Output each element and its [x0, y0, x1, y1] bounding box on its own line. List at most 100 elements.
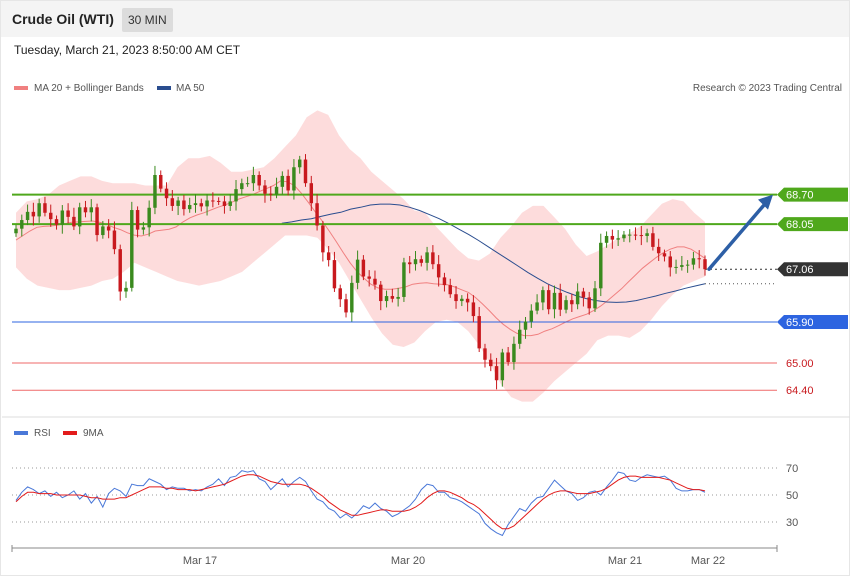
candle	[37, 198, 41, 223]
candle-body	[187, 205, 192, 210]
candle	[674, 259, 678, 274]
candle	[518, 320, 522, 349]
candle	[419, 255, 424, 267]
candlesticks	[14, 154, 707, 390]
candle-body	[332, 260, 337, 289]
candle-body	[135, 210, 140, 230]
interval-badge[interactable]: 30 MIN	[122, 8, 173, 32]
candle-body	[164, 188, 169, 199]
candle-body	[668, 256, 672, 268]
candle-body	[552, 292, 557, 310]
candle	[442, 272, 447, 292]
candle-body	[396, 296, 400, 299]
candle	[176, 196, 180, 216]
candle-body	[373, 278, 377, 285]
candle	[471, 295, 476, 323]
candle-body	[685, 264, 690, 266]
credit-text: Research © 2023 Trading Central	[693, 83, 842, 94]
level-label-64-40: 64.40	[786, 385, 814, 397]
rsi-panel: 70 50 30	[12, 463, 798, 537]
price-levels	[12, 193, 777, 391]
candle-body	[344, 299, 348, 313]
candle	[639, 225, 644, 246]
candle-body	[315, 203, 319, 226]
candle	[193, 194, 198, 213]
candle-body	[211, 200, 215, 202]
candle	[355, 250, 360, 290]
rsi-tick-label-30: 30	[786, 517, 798, 529]
candle	[523, 316, 528, 339]
candle	[529, 304, 534, 328]
candle-body	[25, 211, 30, 221]
candle-body	[95, 207, 99, 236]
candle	[297, 155, 302, 174]
candle	[564, 295, 568, 314]
candle-body	[483, 348, 487, 360]
candle	[622, 230, 626, 242]
candle-body	[274, 186, 279, 195]
candle-body	[477, 316, 481, 349]
instrument-title: Crude Oil (WTI)	[12, 11, 114, 27]
candle-body	[616, 238, 620, 240]
rsi-legend: RSI 9MA	[14, 428, 104, 439]
candle	[309, 175, 314, 211]
candle	[390, 288, 395, 303]
candle	[454, 286, 458, 309]
candle-body	[436, 264, 441, 278]
candle-body	[413, 259, 418, 265]
candle-body	[240, 183, 244, 190]
candle-body	[639, 235, 644, 237]
candle-body	[506, 352, 510, 363]
candle	[431, 245, 435, 270]
x-tick-label-mar-21: Mar 21	[608, 555, 642, 567]
candle-body	[361, 259, 366, 277]
candle	[83, 200, 88, 218]
candle	[89, 199, 93, 222]
candle-body	[199, 203, 203, 207]
candle-body	[286, 175, 290, 191]
candle	[460, 295, 464, 307]
candle-body	[83, 207, 88, 213]
legend-label-ma50: MA 50	[176, 83, 205, 94]
candle-body	[662, 253, 667, 257]
legend-swatch-ma20	[14, 86, 28, 90]
level-labels: 68.70 68.05 67.06 65.90 65.00 64.40	[777, 187, 848, 397]
candle-body	[656, 246, 661, 254]
candle	[211, 192, 215, 208]
candle	[604, 231, 609, 248]
candle-body	[431, 252, 435, 265]
rsi-ma-line	[15, 474, 706, 530]
candle-body	[419, 259, 424, 263]
candle	[535, 294, 539, 315]
candle	[315, 194, 319, 231]
candle-body	[471, 302, 476, 317]
candle	[182, 195, 186, 216]
candle	[25, 204, 30, 226]
legend-label-rsi: RSI	[34, 428, 51, 439]
candle	[164, 182, 169, 206]
candle-body	[425, 252, 429, 263]
candle-body	[402, 262, 406, 297]
candle	[112, 221, 117, 255]
candle	[558, 283, 562, 317]
candle	[616, 230, 620, 246]
candle	[303, 154, 308, 187]
candle-body	[460, 298, 464, 302]
x-tick-label-mar-20: Mar 20	[391, 555, 425, 567]
candle-body	[599, 242, 603, 289]
candle	[263, 180, 267, 203]
candle-body	[251, 174, 256, 184]
candle-body	[147, 207, 151, 228]
candle-body	[216, 200, 221, 202]
candle	[500, 348, 505, 387]
x-tick-label-mar-22: Mar 22	[691, 555, 725, 567]
candle	[222, 195, 227, 214]
candle-body	[228, 201, 232, 206]
candle-body	[604, 235, 609, 243]
rsi-tick-label-50: 50	[786, 490, 798, 502]
legend-label-9ma: 9MA	[83, 428, 104, 439]
candle-body	[112, 230, 117, 250]
candle	[95, 203, 99, 242]
candle-body	[20, 220, 24, 229]
